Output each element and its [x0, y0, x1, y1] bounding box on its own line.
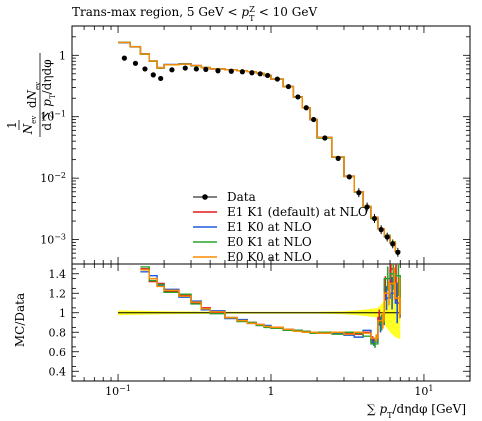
- data-point: [150, 72, 156, 78]
- ratio-histogram-0: [140, 268, 401, 341]
- data-point: [203, 66, 209, 72]
- data-point: [121, 55, 127, 61]
- svg-text:1: 1: [5, 121, 19, 129]
- x-tick-label: 1: [268, 385, 275, 398]
- data-point: [274, 76, 280, 82]
- legend-label: E0 K0 at NLO: [227, 250, 312, 264]
- data-point: [158, 75, 164, 82]
- ratio-ylabel: MC/Data: [13, 293, 27, 347]
- svg-text:d ∑ pT/dηdφ: d ∑ pT/dηdφ: [40, 59, 57, 130]
- ratio-frame: [71, 263, 471, 382]
- x-tick-label: 10−1: [105, 384, 131, 399]
- y-tick-label: 10−1: [40, 109, 66, 124]
- data-point: [257, 71, 263, 77]
- main-plot: 10−3 10−2 10−1 1: [40, 25, 471, 271]
- data-point: [132, 60, 139, 66]
- data-point: [215, 68, 221, 74]
- ratio-y-tick-label: 1.4: [49, 268, 67, 281]
- legend-label: E1 K1 (default) at NLO: [227, 205, 368, 219]
- data-point: [322, 135, 328, 141]
- ratio-histogram-3: [140, 269, 401, 339]
- data-point: [295, 94, 301, 100]
- data-point: [228, 68, 234, 74]
- ratio-histogram-1: [140, 271, 401, 343]
- legend-label: E0 K1 at NLO: [227, 235, 312, 249]
- x-tick-label: 101: [414, 384, 433, 399]
- data-point: [193, 66, 199, 72]
- ratio-plot: 10−1 1 101 0.4 0.6 0.8 1 1.2 1.4: [49, 263, 471, 399]
- ratio-y-tick-label: 1: [59, 307, 66, 320]
- data-point: [303, 105, 309, 111]
- data-point: [169, 67, 175, 73]
- uncertainty-band-group: [118, 286, 401, 340]
- data-point: [264, 72, 271, 79]
- data-point: [239, 69, 245, 75]
- ratio-series-group: [140, 264, 401, 348]
- data-point: [182, 65, 188, 71]
- svg-text:Nev: Nev: [21, 116, 38, 136]
- data-point: [346, 174, 352, 180]
- chart-title: Trans-max region, 5 GeV < pTZ < 10 GeV: [72, 5, 317, 23]
- y-tick-label: 10−2: [40, 171, 66, 186]
- xaxis-label: ∑ pT/dηdφ [GeV]: [367, 402, 466, 420]
- legend-marker-data: [202, 194, 208, 200]
- legend-label: E1 K0 at NLO: [227, 220, 312, 234]
- ratio-y-tick-label: 1.2: [49, 287, 67, 300]
- ratio-y-tick-label: 0.8: [49, 326, 67, 339]
- main-ylabel-fraction: dNev d ∑ pT/dηdφ: [25, 53, 57, 137]
- legend-label: Data: [227, 190, 256, 204]
- y-tick-label: 1: [59, 49, 66, 62]
- data-point: [142, 66, 148, 72]
- data-point: [311, 116, 317, 123]
- ratio-y-tick-label: 0.4: [49, 365, 67, 378]
- main-series-group: [118, 41, 401, 257]
- ratio-y-tick-label: 0.6: [49, 346, 67, 359]
- main-ylabel: 1 Nev: [5, 116, 38, 136]
- y-tick-label: 10−3: [40, 232, 66, 247]
- data-point: [335, 155, 341, 161]
- data-point: [249, 70, 255, 76]
- mc-histogram-3: [118, 41, 401, 252]
- data-point: [285, 83, 292, 90]
